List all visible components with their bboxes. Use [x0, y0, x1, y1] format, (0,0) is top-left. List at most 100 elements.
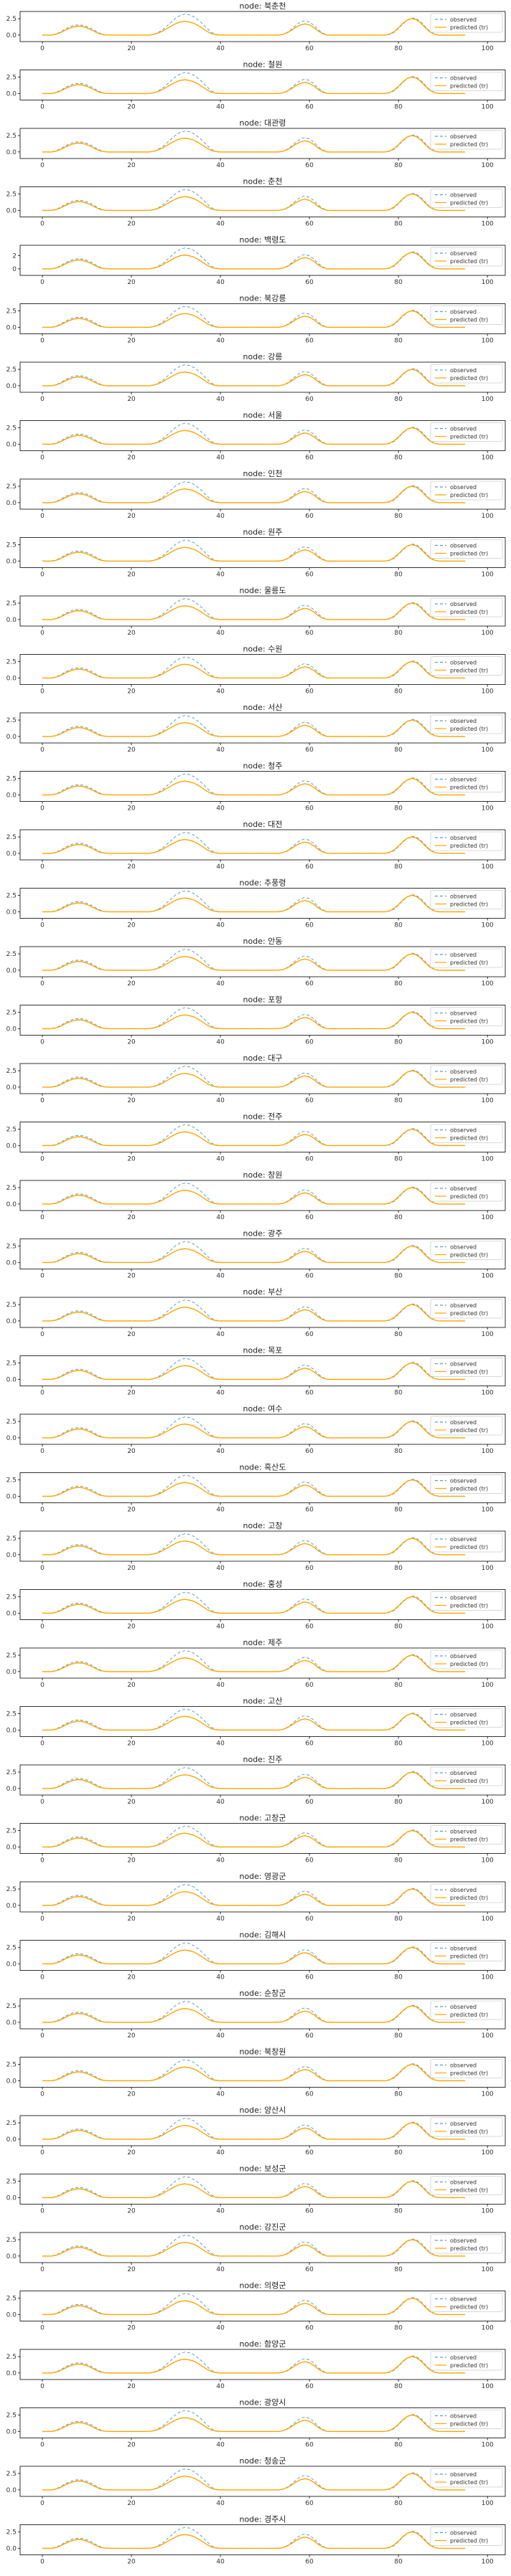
panel-title: node: 목포 [243, 1346, 283, 1355]
legend-box [430, 2059, 503, 2078]
x-tick-label: 60 [305, 1857, 314, 1865]
panel: node: 고창 2.5 0.0 0 20 40 60 80 100 observedpredic… [6, 1521, 506, 1572]
legend-label: predicted (tr) [450, 1369, 488, 1375]
x-tick-label: 60 [305, 2091, 314, 2098]
y-tick-label: 2.5 [6, 2120, 17, 2127]
y-tick-label: 0.0 [6, 1903, 17, 1910]
x-tick-label: 100 [482, 455, 494, 462]
x-tick-label: 20 [127, 279, 136, 286]
x-tick-label: 80 [394, 1916, 403, 1923]
axes-frame [19, 1297, 506, 1328]
panel: node: 청송군 2.5 0.0 0 20 40 60 80 100 observedpredi… [6, 2456, 506, 2507]
x-tick-label: 20 [127, 396, 136, 403]
axes-frame [19, 420, 506, 451]
x-tick-label: 0 [40, 1390, 44, 1397]
y-tick-label: 2.5 [6, 1594, 17, 1601]
x-tick-label: 100 [482, 572, 494, 579]
predicted-line [42, 544, 466, 562]
y-tick-label: 0.0 [6, 2019, 17, 2027]
x-tick-label: 0 [40, 1331, 44, 1338]
x-tick-label: 20 [127, 1974, 136, 1981]
x-tick-label: 20 [127, 1916, 136, 1923]
y-tick-label: 0.0 [6, 675, 17, 682]
predicted-line [42, 1713, 466, 1731]
legend-label: predicted (tr) [450, 1603, 488, 1609]
panel: node: 순창군 2.5 0.0 0 20 40 60 80 100 observed predi… [6, 1989, 506, 2040]
x-tick-label: 100 [482, 1448, 494, 1455]
x-tick-label: 0 [40, 1624, 44, 1631]
x-tick-label: 80 [394, 2325, 403, 2332]
x-tick-label: 80 [394, 162, 403, 169]
predicted-line [42, 2531, 466, 2549]
x-tick-label: 40 [216, 1331, 225, 1338]
x-tick-label: 40 [216, 2383, 225, 2390]
x-tick-label: 0 [40, 2091, 44, 2098]
legend-box [430, 2000, 503, 2020]
y-tick-label: 0.0 [6, 1786, 17, 1793]
panel-title: node: 서울 [243, 411, 283, 420]
panel: node: 양산시 2.5 0.0 0 20 40 60 80 100 observedpredi… [6, 2106, 506, 2156]
panel: node: 강릉 2.5 0.0 0 20 40 60 80 100 observedpredic… [6, 352, 506, 403]
legend-label: predicted (tr) [450, 1837, 488, 1843]
y-tick-label: 2.5 [6, 1886, 17, 1893]
legend-label: predicted (tr) [450, 785, 488, 791]
x-tick-label: 60 [305, 513, 314, 520]
x-tick-label: 60 [305, 863, 314, 871]
panel: node: 춘천 2.5 0.0 0 20 40 60 80 100 observedpredic… [6, 176, 506, 228]
x-tick-label: 0 [40, 104, 44, 111]
y-tick-label: 2.5 [6, 366, 17, 374]
panel-title: node: 순창군 [239, 1989, 286, 1998]
x-tick-label: 40 [216, 513, 225, 520]
x-tick-label: 100 [482, 2091, 494, 2098]
legend-label: observed [450, 192, 477, 199]
legend-label: observed [450, 1244, 477, 1251]
axes-frame [19, 245, 506, 276]
axes-frame [19, 595, 506, 627]
x-tick-label: 20 [127, 338, 136, 345]
axes-frame [19, 2524, 506, 2555]
x-tick-label: 80 [394, 2149, 403, 2156]
predicted-line [42, 1187, 466, 1205]
x-tick-label: 100 [482, 1039, 494, 1046]
panel-title: node: 안동 [243, 937, 283, 946]
y-tick-label: 0.0 [6, 149, 17, 156]
x-tick-label: 40 [216, 1039, 225, 1046]
x-tick-label: 40 [216, 1507, 225, 1514]
x-tick-label: 0 [40, 1448, 44, 1455]
panel: node: 경주시 2.5 0.0 0 20 40 60 80 100 observedpredi… [6, 2515, 506, 2566]
x-tick-label: 60 [305, 630, 314, 637]
x-tick-label: 0 [40, 2266, 44, 2273]
legend-label: observed [450, 75, 477, 82]
x-tick-label: 80 [394, 805, 403, 813]
x-tick-label: 60 [305, 1273, 314, 1280]
x-tick-label: 60 [305, 688, 314, 696]
axes-frame [19, 946, 506, 977]
panel-title: node: 철원 [243, 60, 283, 70]
legend-box [430, 1766, 503, 1786]
panel-title: node: 대관령 [239, 118, 286, 128]
panel-title: node: 춘천 [243, 176, 283, 186]
x-tick-label: 100 [482, 1331, 494, 1338]
legend-label: predicted (tr) [450, 2304, 488, 2311]
legend-label: observed [450, 2296, 477, 2303]
x-tick-label: 100 [482, 1565, 494, 1572]
x-tick-label: 20 [127, 2208, 136, 2215]
x-tick-label: 40 [216, 396, 225, 403]
x-tick-label: 0 [40, 1156, 44, 1163]
x-tick-label: 80 [394, 688, 403, 696]
axes-frame [19, 654, 506, 685]
axes-frame [19, 888, 506, 919]
x-tick-label: 40 [216, 747, 225, 754]
legend-label: observed [450, 718, 477, 724]
legend-label: predicted (tr) [450, 1486, 488, 1492]
legend-label: predicted (tr) [450, 2070, 488, 2077]
legend-label: predicted (tr) [450, 2012, 488, 2018]
legend-box [430, 2527, 503, 2546]
